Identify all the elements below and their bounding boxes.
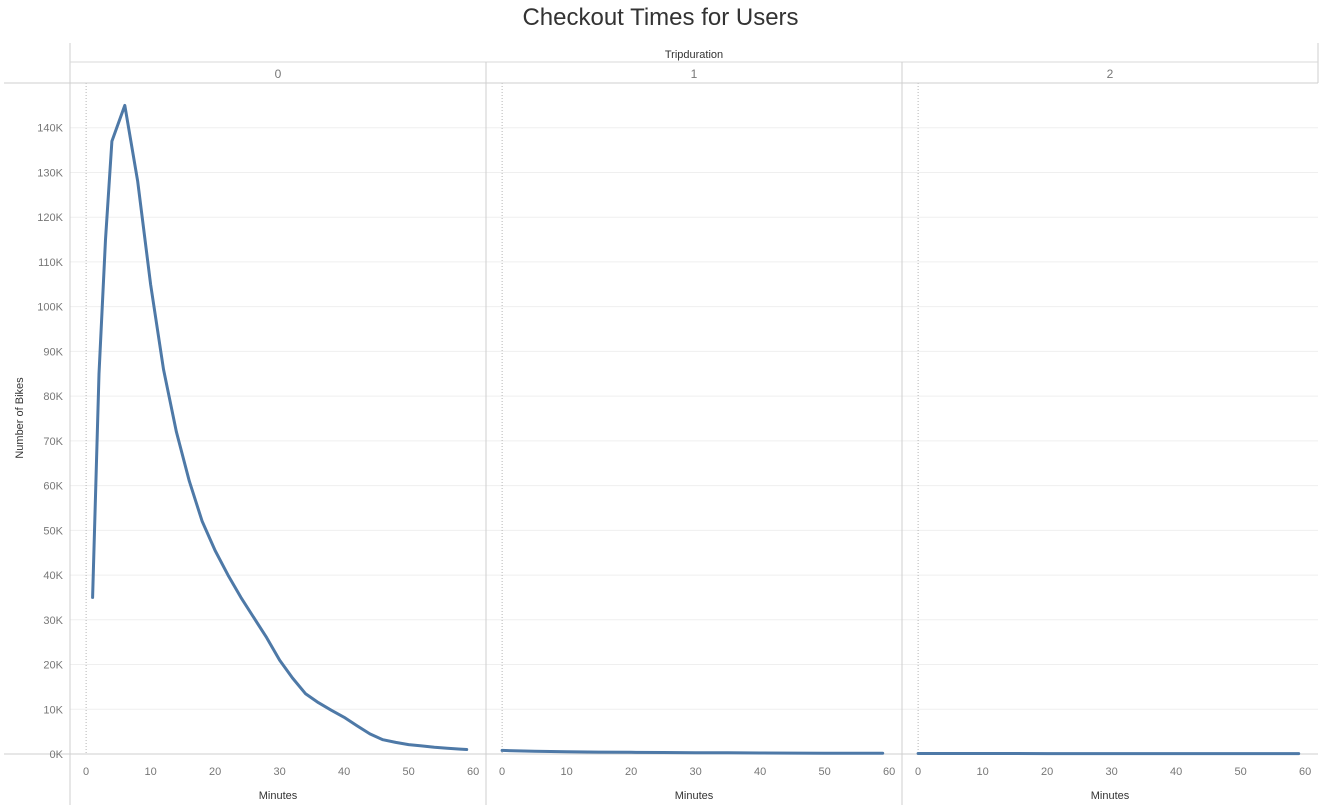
series-line-panel-0: [91, 103, 469, 751]
x-axis-title: Minutes: [259, 790, 298, 802]
x-axis-title: Minutes: [1091, 790, 1130, 802]
y-tick-label: 140K: [37, 123, 63, 135]
panel-frames: [4, 43, 1319, 805]
y-axis-title: Number of Bikes: [14, 377, 26, 459]
y-tick-label: 80K: [43, 391, 63, 403]
x-tick-label: 10: [144, 766, 156, 778]
x-tick-label: 60: [883, 766, 895, 778]
y-tick-label: 60K: [43, 481, 63, 493]
panel-header-label: 0: [275, 67, 282, 81]
x-tick-label: 40: [338, 766, 350, 778]
axes: Tripduration Number of Bikes 0K 10K 20K 30K…: [14, 49, 1311, 802]
panel-header-label: 1: [691, 67, 698, 81]
y-tick-label: 0K: [50, 749, 64, 761]
y-tick-label: 40K: [43, 570, 63, 582]
series-lines: [91, 103, 1301, 756]
x-tick-label: 30: [689, 766, 701, 778]
y-tick-label: 100K: [37, 302, 63, 314]
x-tick-label: 30: [1105, 766, 1117, 778]
x-tick-label: 10: [560, 766, 572, 778]
y-tick-label: 50K: [43, 525, 63, 537]
x-tick-label: 10: [976, 766, 988, 778]
gridlines: [70, 83, 1318, 754]
x-tick-label: 20: [625, 766, 637, 778]
x-tick-label: 50: [1234, 766, 1246, 778]
chart-title: Checkout Times for Users: [522, 4, 799, 31]
x-tick-label: 40: [754, 766, 766, 778]
y-tick-label: 130K: [37, 167, 63, 179]
y-tick-label: 120K: [37, 212, 63, 224]
x-tick-label: 0: [915, 766, 921, 778]
x-tick-label: 20: [1041, 766, 1053, 778]
x-tick-label: 0: [83, 766, 89, 778]
x-tick-label: 30: [273, 766, 285, 778]
y-tick-label: 20K: [43, 660, 63, 672]
y-tick-label: 70K: [43, 436, 63, 448]
y-tick-label: 110K: [38, 257, 64, 269]
x-tick-label: 60: [1299, 766, 1311, 778]
x-tick-label: 20: [209, 766, 221, 778]
x-tick-label: 60: [467, 766, 479, 778]
y-tick-label: 10K: [43, 704, 63, 716]
x-tick-label: 0: [499, 766, 505, 778]
y-tick-label: 90K: [43, 346, 63, 358]
x-axis-title: Minutes: [675, 790, 714, 802]
x-tick-label: 40: [1170, 766, 1182, 778]
y-tick-label: 30K: [43, 615, 63, 627]
x-tick-label: 50: [402, 766, 414, 778]
series-line-panel-1: [500, 748, 885, 755]
panel-header-label: 2: [1107, 67, 1114, 81]
column-header-title: Tripduration: [665, 49, 723, 61]
x-tick-label: 50: [818, 766, 830, 778]
